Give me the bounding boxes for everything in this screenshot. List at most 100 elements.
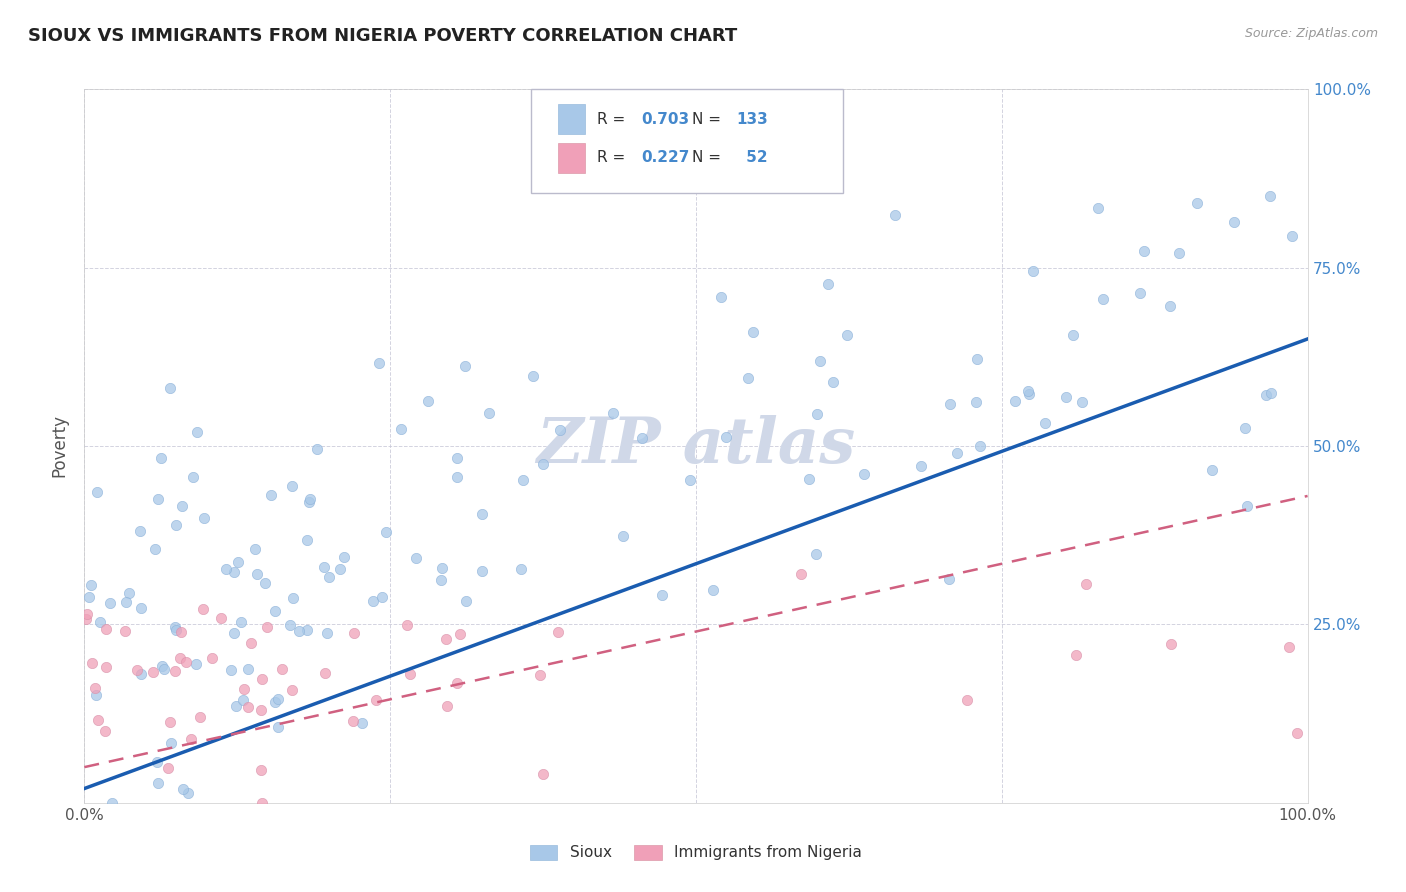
Point	[430, 561, 453, 575]
Point	[370, 590, 392, 604]
Point	[449, 627, 471, 641]
Point	[471, 564, 494, 578]
Point	[478, 406, 501, 420]
Point	[835, 328, 858, 343]
Point	[361, 594, 384, 608]
Point	[86, 484, 108, 499]
Point	[76, 607, 98, 622]
Point	[299, 491, 322, 506]
Point	[956, 693, 979, 707]
Point	[281, 591, 304, 606]
Point	[797, 472, 820, 486]
Point	[1278, 640, 1301, 654]
Point	[150, 658, 173, 673]
Point	[101, 796, 124, 810]
Point	[150, 450, 173, 465]
Point	[165, 518, 187, 533]
Point	[270, 662, 292, 676]
Point	[1159, 299, 1181, 313]
Point	[193, 601, 215, 615]
Point	[267, 720, 290, 734]
Legend: Sioux, Immigrants from Nigeria: Sioux, Immigrants from Nigeria	[524, 838, 868, 866]
Point	[163, 620, 186, 634]
Point	[533, 766, 555, 780]
Point	[1222, 214, 1244, 228]
Point	[531, 457, 554, 471]
Point	[938, 572, 960, 586]
Point	[298, 495, 321, 509]
Text: 0.703: 0.703	[641, 112, 689, 127]
Point	[509, 562, 531, 576]
FancyBboxPatch shape	[531, 89, 842, 193]
Point	[94, 723, 117, 738]
Point	[342, 714, 364, 728]
Point	[75, 612, 97, 626]
FancyBboxPatch shape	[558, 143, 585, 173]
Point	[89, 615, 111, 630]
Point	[1054, 390, 1077, 404]
Point	[193, 511, 215, 525]
Point	[367, 356, 389, 370]
Text: ZIP atlas: ZIP atlas	[536, 416, 856, 476]
Point	[219, 663, 242, 677]
Point	[374, 525, 396, 540]
Point	[329, 561, 352, 575]
Text: 0.227: 0.227	[641, 150, 689, 165]
Point	[405, 550, 427, 565]
Point	[174, 655, 197, 669]
Point	[1017, 384, 1039, 398]
Point	[215, 562, 238, 576]
Point	[180, 731, 202, 746]
FancyBboxPatch shape	[558, 104, 585, 134]
Point	[145, 542, 167, 557]
Point	[288, 624, 311, 638]
Point	[1004, 394, 1026, 409]
Point	[128, 524, 150, 538]
Point	[181, 470, 204, 484]
Point	[236, 699, 259, 714]
Point	[946, 446, 969, 460]
Point	[429, 574, 451, 588]
Point	[316, 625, 339, 640]
Point	[222, 626, 245, 640]
Point	[454, 594, 477, 608]
Point	[806, 407, 828, 421]
Point	[254, 575, 277, 590]
Point	[883, 208, 905, 222]
Point	[512, 473, 534, 487]
Point	[307, 442, 329, 456]
Point	[163, 664, 186, 678]
Point	[547, 625, 569, 640]
Point	[1091, 292, 1114, 306]
Point	[709, 290, 731, 304]
Point	[1133, 244, 1156, 259]
Point	[250, 703, 273, 717]
Point	[186, 425, 208, 439]
Point	[232, 693, 254, 707]
Point	[679, 473, 702, 487]
Point	[165, 623, 187, 637]
Point	[343, 625, 366, 640]
Point	[436, 698, 458, 713]
Point	[1234, 421, 1257, 435]
Point	[264, 695, 287, 709]
Point	[804, 547, 827, 561]
Point	[146, 755, 169, 769]
Point	[222, 565, 245, 579]
Point	[333, 550, 356, 565]
Text: 133: 133	[737, 112, 768, 127]
Point	[169, 651, 191, 665]
Point	[125, 663, 148, 677]
Point	[1129, 286, 1152, 301]
Point	[742, 326, 765, 340]
Point	[153, 662, 176, 676]
Point	[790, 567, 813, 582]
Text: R =: R =	[598, 150, 630, 165]
Point	[352, 715, 374, 730]
Point	[160, 736, 183, 750]
Point	[280, 683, 302, 698]
Point	[821, 375, 844, 389]
Point	[229, 615, 252, 629]
Text: N =: N =	[692, 150, 725, 165]
Point	[612, 529, 634, 543]
